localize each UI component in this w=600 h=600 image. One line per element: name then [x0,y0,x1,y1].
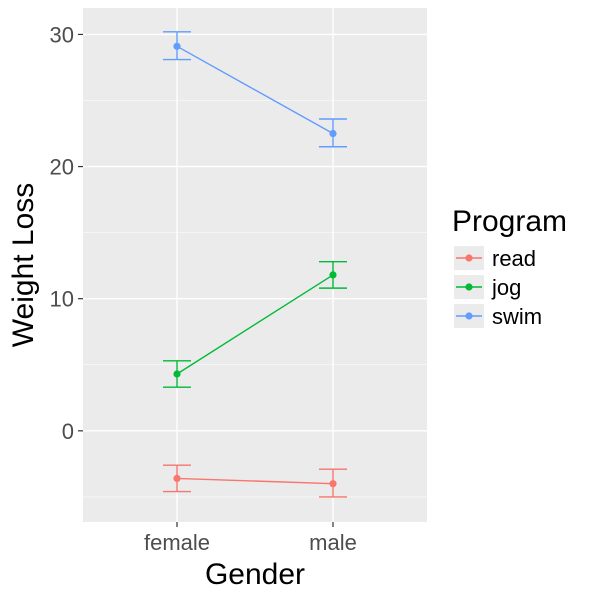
data-point [329,129,337,138]
x-tick-label: female [144,530,210,555]
legend-item-read: read [454,246,536,271]
data-point [173,474,181,482]
data-point [173,370,181,378]
grid-major [83,8,427,522]
data-point [329,480,337,488]
y-tick-label: 20 [50,155,74,180]
x-tick-label: male [309,530,357,555]
series-read [163,464,347,498]
y-tick-label: 30 [50,22,74,47]
series-swim [163,31,347,148]
legend-key-point [465,254,473,262]
x-axis: female male [144,522,357,555]
panel-background [83,8,427,522]
legend-item-jog: jog [454,275,521,300]
y-axis: 0 10 20 30 [50,22,83,444]
legend-item-swim: swim [454,304,542,329]
legend-key-point [465,312,473,320]
series-jog [163,260,347,388]
legend-title: Program [452,205,567,238]
y-axis-title: Weight Loss [7,183,40,348]
legend-label: swim [492,304,542,329]
legend-label: jog [491,275,521,300]
legend-items: read jog swim [454,246,542,329]
y-tick-label: 10 [50,287,74,312]
legend-label: read [492,246,536,271]
grid-minor [83,100,427,498]
series-layer [163,31,347,498]
series-line [176,45,334,135]
y-tick-label: 0 [62,419,74,444]
legend-key-point [465,283,473,291]
x-axis-title: Gender [205,558,305,591]
data-point [329,271,337,279]
data-point [173,42,181,50]
series-line [176,274,334,375]
series-line [176,477,334,485]
legend: Program read jog swim [452,205,567,329]
